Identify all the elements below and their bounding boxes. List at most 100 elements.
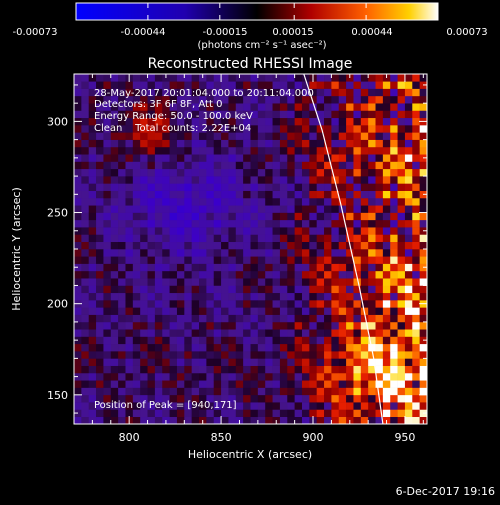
heatmap-cell xyxy=(125,219,134,228)
heatmap-cell xyxy=(206,270,215,279)
heatmap-cell xyxy=(397,336,406,345)
heatmap-cell xyxy=(132,351,141,359)
heatmap-cell xyxy=(346,183,354,191)
heatmap-cell xyxy=(110,183,119,191)
heatmap-cell xyxy=(74,307,82,315)
heatmap-cell xyxy=(125,336,134,345)
heatmap-cell xyxy=(250,402,259,410)
heatmap-cell xyxy=(88,409,97,418)
heatmap-cell xyxy=(316,270,325,279)
heatmap-cell xyxy=(257,321,266,330)
heatmap-cell xyxy=(353,321,362,330)
heatmap-cell xyxy=(169,314,178,323)
heatmap-cell xyxy=(324,300,332,308)
heatmap-cell xyxy=(199,190,207,199)
heatmap-cell xyxy=(140,263,148,272)
heatmap-cell xyxy=(257,139,266,148)
heatmap-cell xyxy=(243,278,251,286)
heatmap-cell xyxy=(397,95,406,104)
heatmap-cell xyxy=(353,205,362,213)
heatmap-cell xyxy=(125,270,134,279)
heatmap-cell xyxy=(419,183,427,191)
heatmap-cell xyxy=(221,270,229,279)
heatmap-cell xyxy=(301,132,310,140)
heatmap-cell xyxy=(103,234,112,243)
heatmap-cell xyxy=(81,394,89,403)
heatmap-cell xyxy=(279,190,288,199)
heatmap-cell xyxy=(404,416,413,424)
heatmap-cell xyxy=(419,358,427,366)
heatmap-cell xyxy=(110,139,119,148)
heatmap-cell xyxy=(331,329,340,337)
heatmap-cell xyxy=(132,234,141,243)
heatmap-cell xyxy=(191,387,200,396)
heatmap-cell xyxy=(110,125,119,133)
heatmap-cell xyxy=(287,154,295,162)
heatmap-cell xyxy=(368,336,376,345)
heatmap-cell xyxy=(397,234,406,243)
heatmap-cell xyxy=(147,110,156,119)
heatmap-cell xyxy=(390,161,398,170)
heatmap-cell xyxy=(309,81,317,89)
heatmap-cell xyxy=(324,292,332,301)
heatmap-cell xyxy=(279,343,288,352)
heatmap-cell xyxy=(235,409,244,418)
heatmap-cell xyxy=(272,95,281,104)
heatmap-cell xyxy=(250,117,259,126)
heatmap-cell xyxy=(243,365,251,374)
heatmap-cell xyxy=(103,103,112,111)
heatmap-cell xyxy=(272,190,281,199)
heatmap-cell xyxy=(338,387,347,396)
clean-counts-label: Clean Total counts: 2.22E+04 xyxy=(94,123,251,134)
heatmap-cell xyxy=(199,125,207,133)
heatmap-cell xyxy=(316,241,325,250)
heatmap-cell xyxy=(243,307,251,315)
heatmap-cell xyxy=(346,314,354,323)
heatmap-cell xyxy=(162,110,170,119)
heatmap-cell xyxy=(88,183,97,191)
heatmap-cell xyxy=(154,343,163,352)
heatmap-cell xyxy=(390,380,398,388)
heatmap-cell xyxy=(331,380,340,388)
heatmap-cell xyxy=(397,278,406,286)
heatmap-cell xyxy=(272,351,281,359)
heatmap-cell xyxy=(162,190,170,199)
heatmap-cell xyxy=(404,168,413,177)
heatmap-cell xyxy=(140,139,148,148)
heatmap-cell xyxy=(265,249,273,257)
heatmap-cell xyxy=(324,409,332,418)
heatmap-cell xyxy=(176,176,185,184)
heatmap-cell xyxy=(88,241,97,250)
heatmap-cell xyxy=(331,241,340,250)
heatmap-cell xyxy=(191,249,200,257)
heatmap-cell xyxy=(154,307,163,315)
heatmap-cell xyxy=(140,183,148,191)
heatmap-cell xyxy=(184,256,192,264)
heatmap-cell xyxy=(243,285,251,294)
heatmap-cell xyxy=(316,358,325,366)
heatmap-cell xyxy=(294,219,303,228)
heatmap-cell xyxy=(132,387,141,396)
heatmap-cell xyxy=(272,176,281,184)
heatmap-cell xyxy=(316,161,325,170)
heatmap-cell xyxy=(368,88,376,97)
heatmap-cell xyxy=(118,95,126,104)
heatmap-cell xyxy=(287,278,295,286)
heatmap-cell xyxy=(125,285,134,294)
heatmap-cell xyxy=(169,103,178,111)
heatmap-cell xyxy=(419,329,427,337)
heatmap-cell xyxy=(81,168,89,177)
heatmap-cell xyxy=(346,95,354,104)
heatmap-cell xyxy=(147,270,156,279)
heatmap-cell xyxy=(301,103,310,111)
heatmap-cell xyxy=(154,365,163,374)
heatmap-cell xyxy=(140,95,148,104)
heatmap-cell xyxy=(257,74,266,82)
heatmap-cell xyxy=(125,343,134,352)
heatmap-cell xyxy=(301,219,310,228)
heatmap-cell xyxy=(250,380,259,388)
heatmap-cell xyxy=(316,176,325,184)
heatmap-cell xyxy=(191,241,200,250)
heatmap-cell xyxy=(140,234,148,243)
heatmap-cell xyxy=(110,372,119,381)
